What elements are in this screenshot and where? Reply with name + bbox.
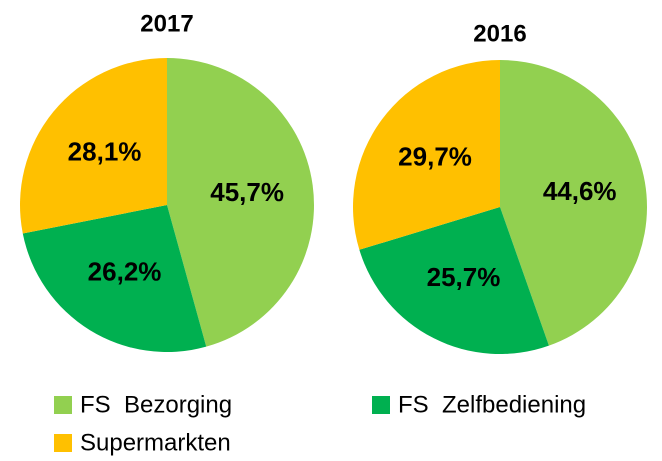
legend-swatch [54, 396, 72, 414]
legend-label: FS Zelfbediening [398, 391, 586, 418]
data-label: 44,6% [543, 176, 617, 206]
data-label: 29,7% [398, 142, 472, 172]
pie-slice [167, 58, 315, 347]
chart-title: 2017 [140, 10, 193, 37]
pie-slice [20, 58, 168, 234]
data-label: 26,2% [88, 257, 162, 287]
legend-label: Supermarkten [80, 429, 231, 456]
chart-title: 2016 [473, 20, 526, 47]
pie-slice [359, 207, 549, 354]
data-label: 45,7% [210, 177, 284, 207]
data-label: 28,1% [68, 137, 142, 167]
pie-slice [22, 205, 207, 353]
legend-swatch [372, 396, 390, 414]
data-label: 25,7% [427, 262, 501, 292]
pie-slice [500, 60, 647, 346]
pie-slice [353, 60, 500, 250]
legend-label: FS Bezorging [80, 391, 232, 418]
legend-swatch [54, 434, 72, 452]
